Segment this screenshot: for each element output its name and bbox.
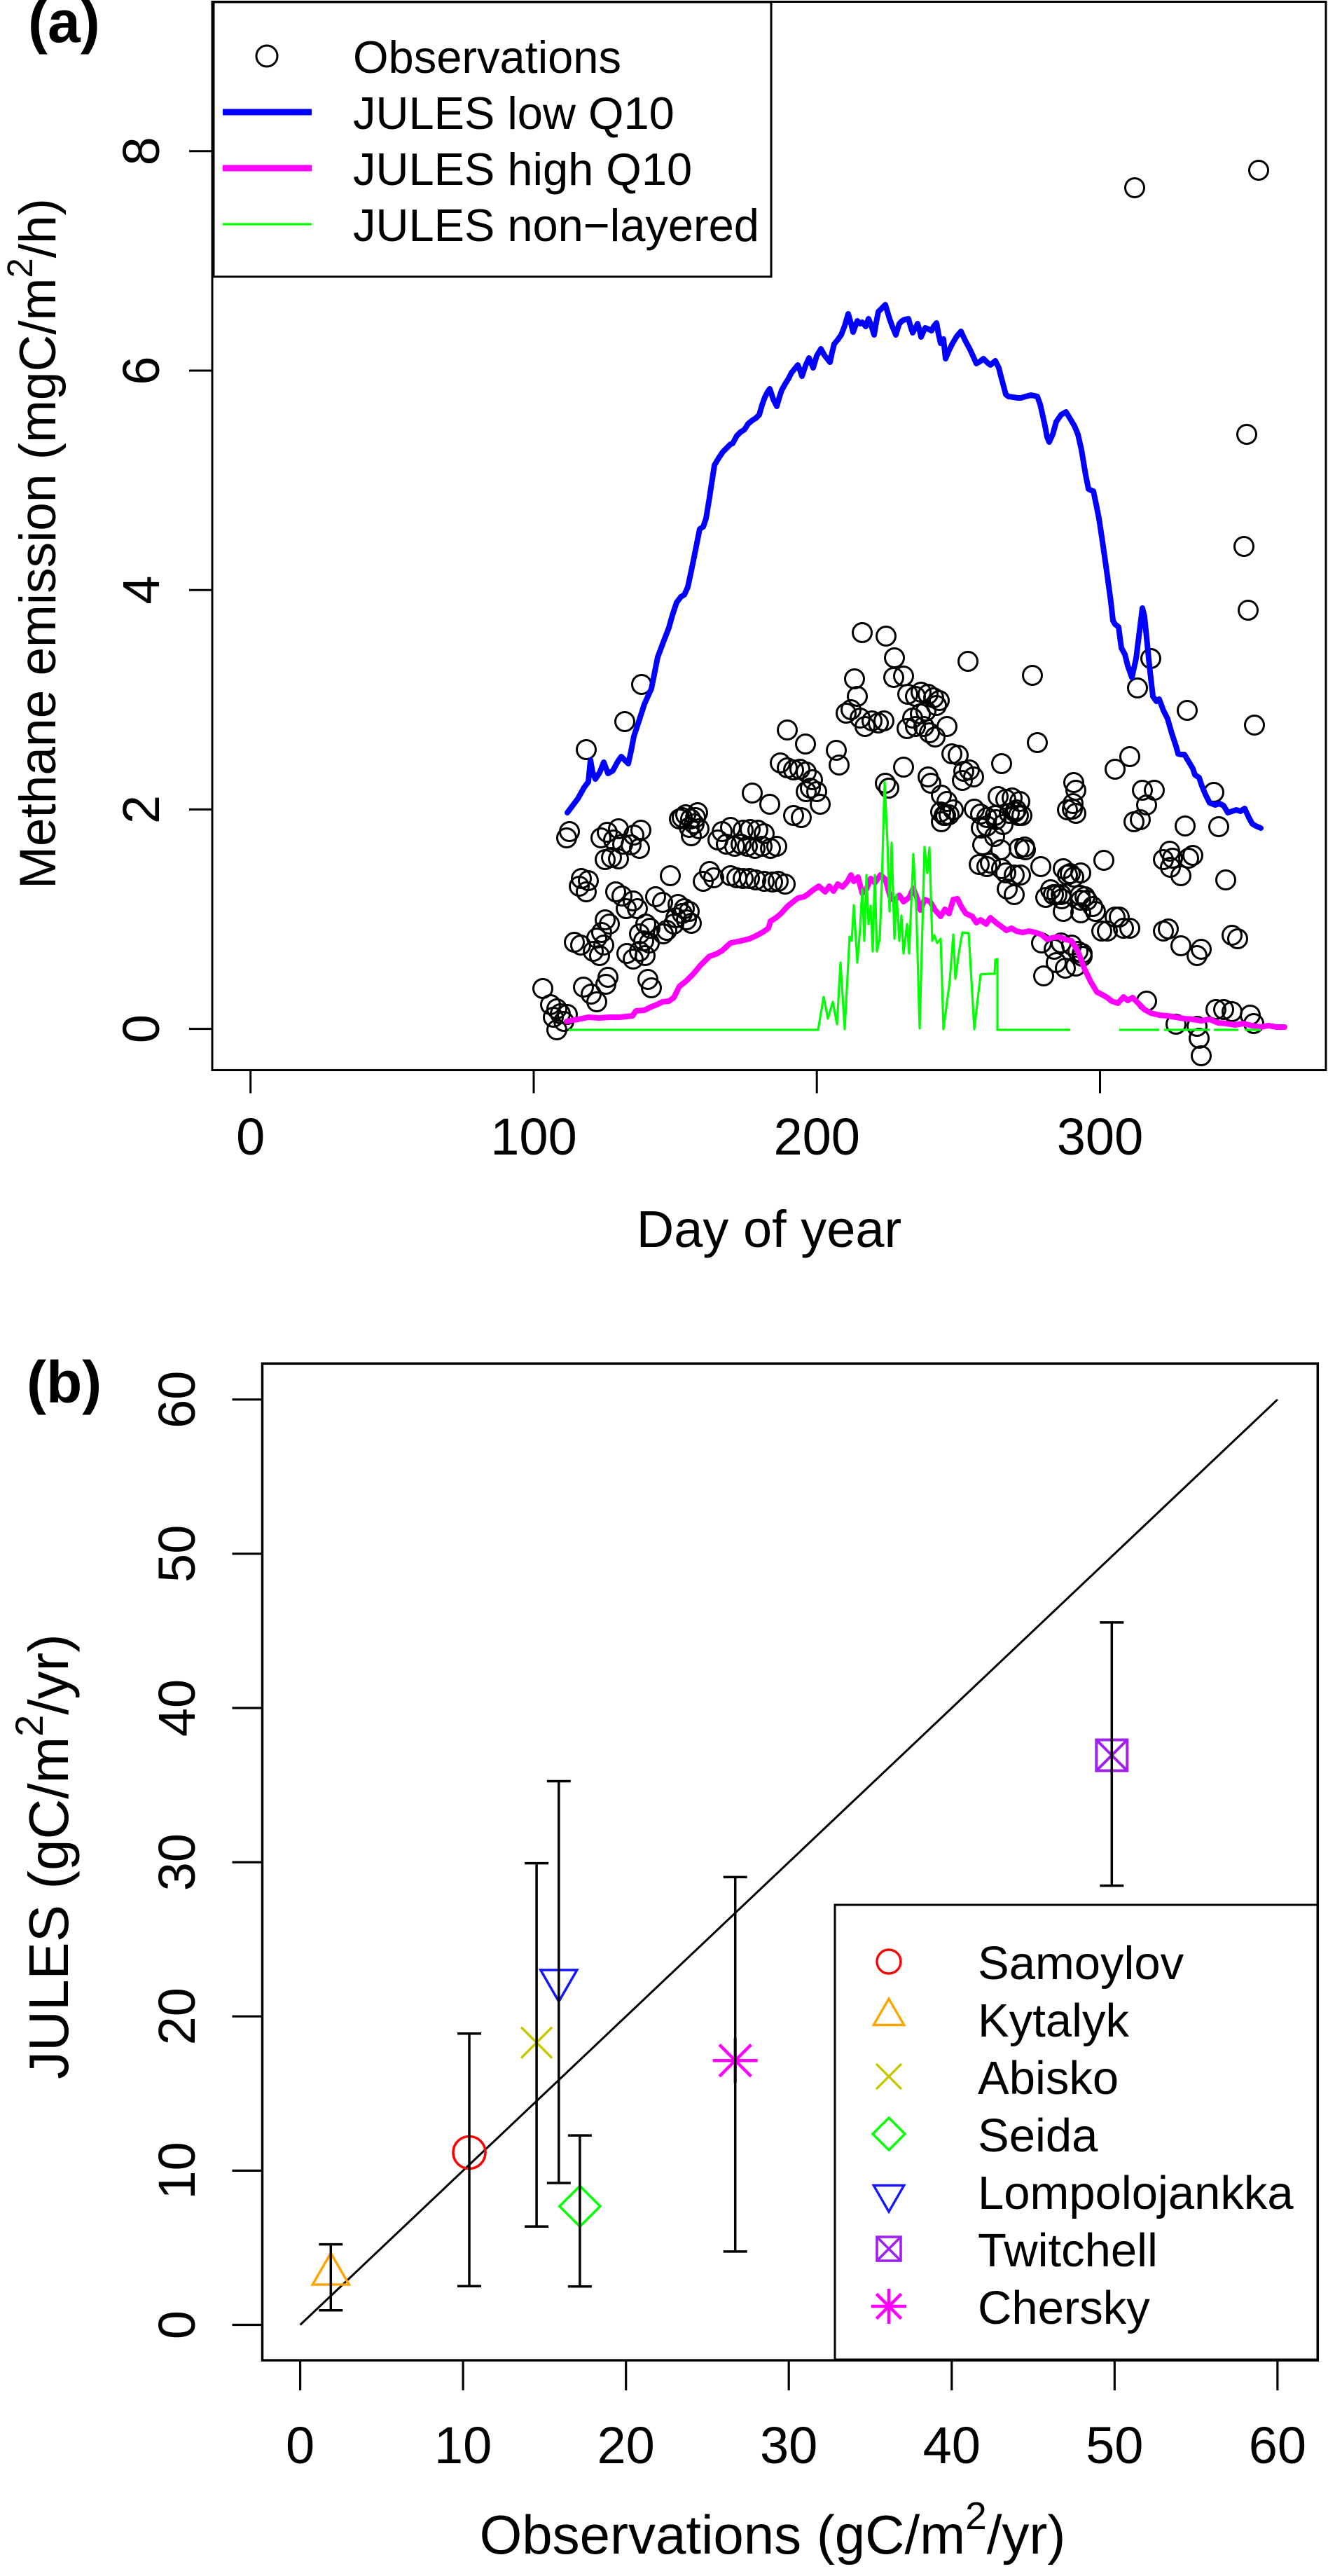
svg-text:JULES (gC/m2/yr): JULES (gC/m2/yr) bbox=[7, 1634, 80, 2079]
svg-text:20: 20 bbox=[148, 1988, 206, 2045]
svg-text:30: 30 bbox=[760, 2416, 817, 2474]
svg-text:JULES high Q10: JULES high Q10 bbox=[353, 144, 692, 195]
svg-text:8: 8 bbox=[112, 137, 170, 165]
svg-text:0: 0 bbox=[112, 1014, 170, 1043]
svg-text:20: 20 bbox=[597, 2416, 655, 2474]
svg-text:50: 50 bbox=[1086, 2416, 1143, 2474]
svg-text:JULES low Q10: JULES low Q10 bbox=[353, 88, 675, 139]
svg-text:6: 6 bbox=[112, 356, 170, 385]
svg-text:50: 50 bbox=[148, 1525, 206, 1583]
svg-text:Lompolojankka: Lompolojankka bbox=[978, 2167, 1294, 2219]
svg-text:0: 0 bbox=[236, 1108, 265, 1166]
svg-text:100: 100 bbox=[490, 1108, 576, 1166]
svg-text:Twitchell: Twitchell bbox=[978, 2224, 1158, 2277]
svg-text:Methane emission (mgC/m2/h): Methane emission (mgC/m2/h) bbox=[0, 198, 67, 889]
svg-text:30: 30 bbox=[148, 1833, 206, 1891]
svg-text:4: 4 bbox=[112, 576, 170, 605]
svg-text:10: 10 bbox=[434, 2416, 492, 2474]
svg-text:2: 2 bbox=[112, 795, 170, 824]
svg-text:Samoylov: Samoylov bbox=[978, 1937, 1184, 1990]
svg-text:(a): (a) bbox=[28, 0, 100, 55]
svg-text:40: 40 bbox=[148, 1679, 206, 1737]
svg-text:10: 10 bbox=[148, 2142, 206, 2199]
svg-text:60: 60 bbox=[148, 1371, 206, 1428]
svg-text:60: 60 bbox=[1249, 2416, 1306, 2474]
svg-text:Day of year: Day of year bbox=[637, 1200, 901, 1258]
svg-text:Seida: Seida bbox=[978, 2109, 1098, 2162]
svg-text:40: 40 bbox=[923, 2416, 981, 2474]
svg-text:0: 0 bbox=[148, 2310, 206, 2339]
svg-text:200: 200 bbox=[773, 1108, 859, 1166]
svg-text:Observations: Observations bbox=[353, 32, 621, 83]
svg-text:300: 300 bbox=[1057, 1108, 1143, 1166]
svg-text:0: 0 bbox=[286, 2416, 314, 2474]
svg-text:Chersky: Chersky bbox=[978, 2282, 1150, 2334]
svg-text:Kytalyk: Kytalyk bbox=[978, 1995, 1129, 2047]
svg-text:JULES non−layered: JULES non−layered bbox=[353, 200, 759, 251]
svg-text:(b): (b) bbox=[27, 1349, 102, 1415]
svg-text:Abisko: Abisko bbox=[978, 2052, 1119, 2105]
